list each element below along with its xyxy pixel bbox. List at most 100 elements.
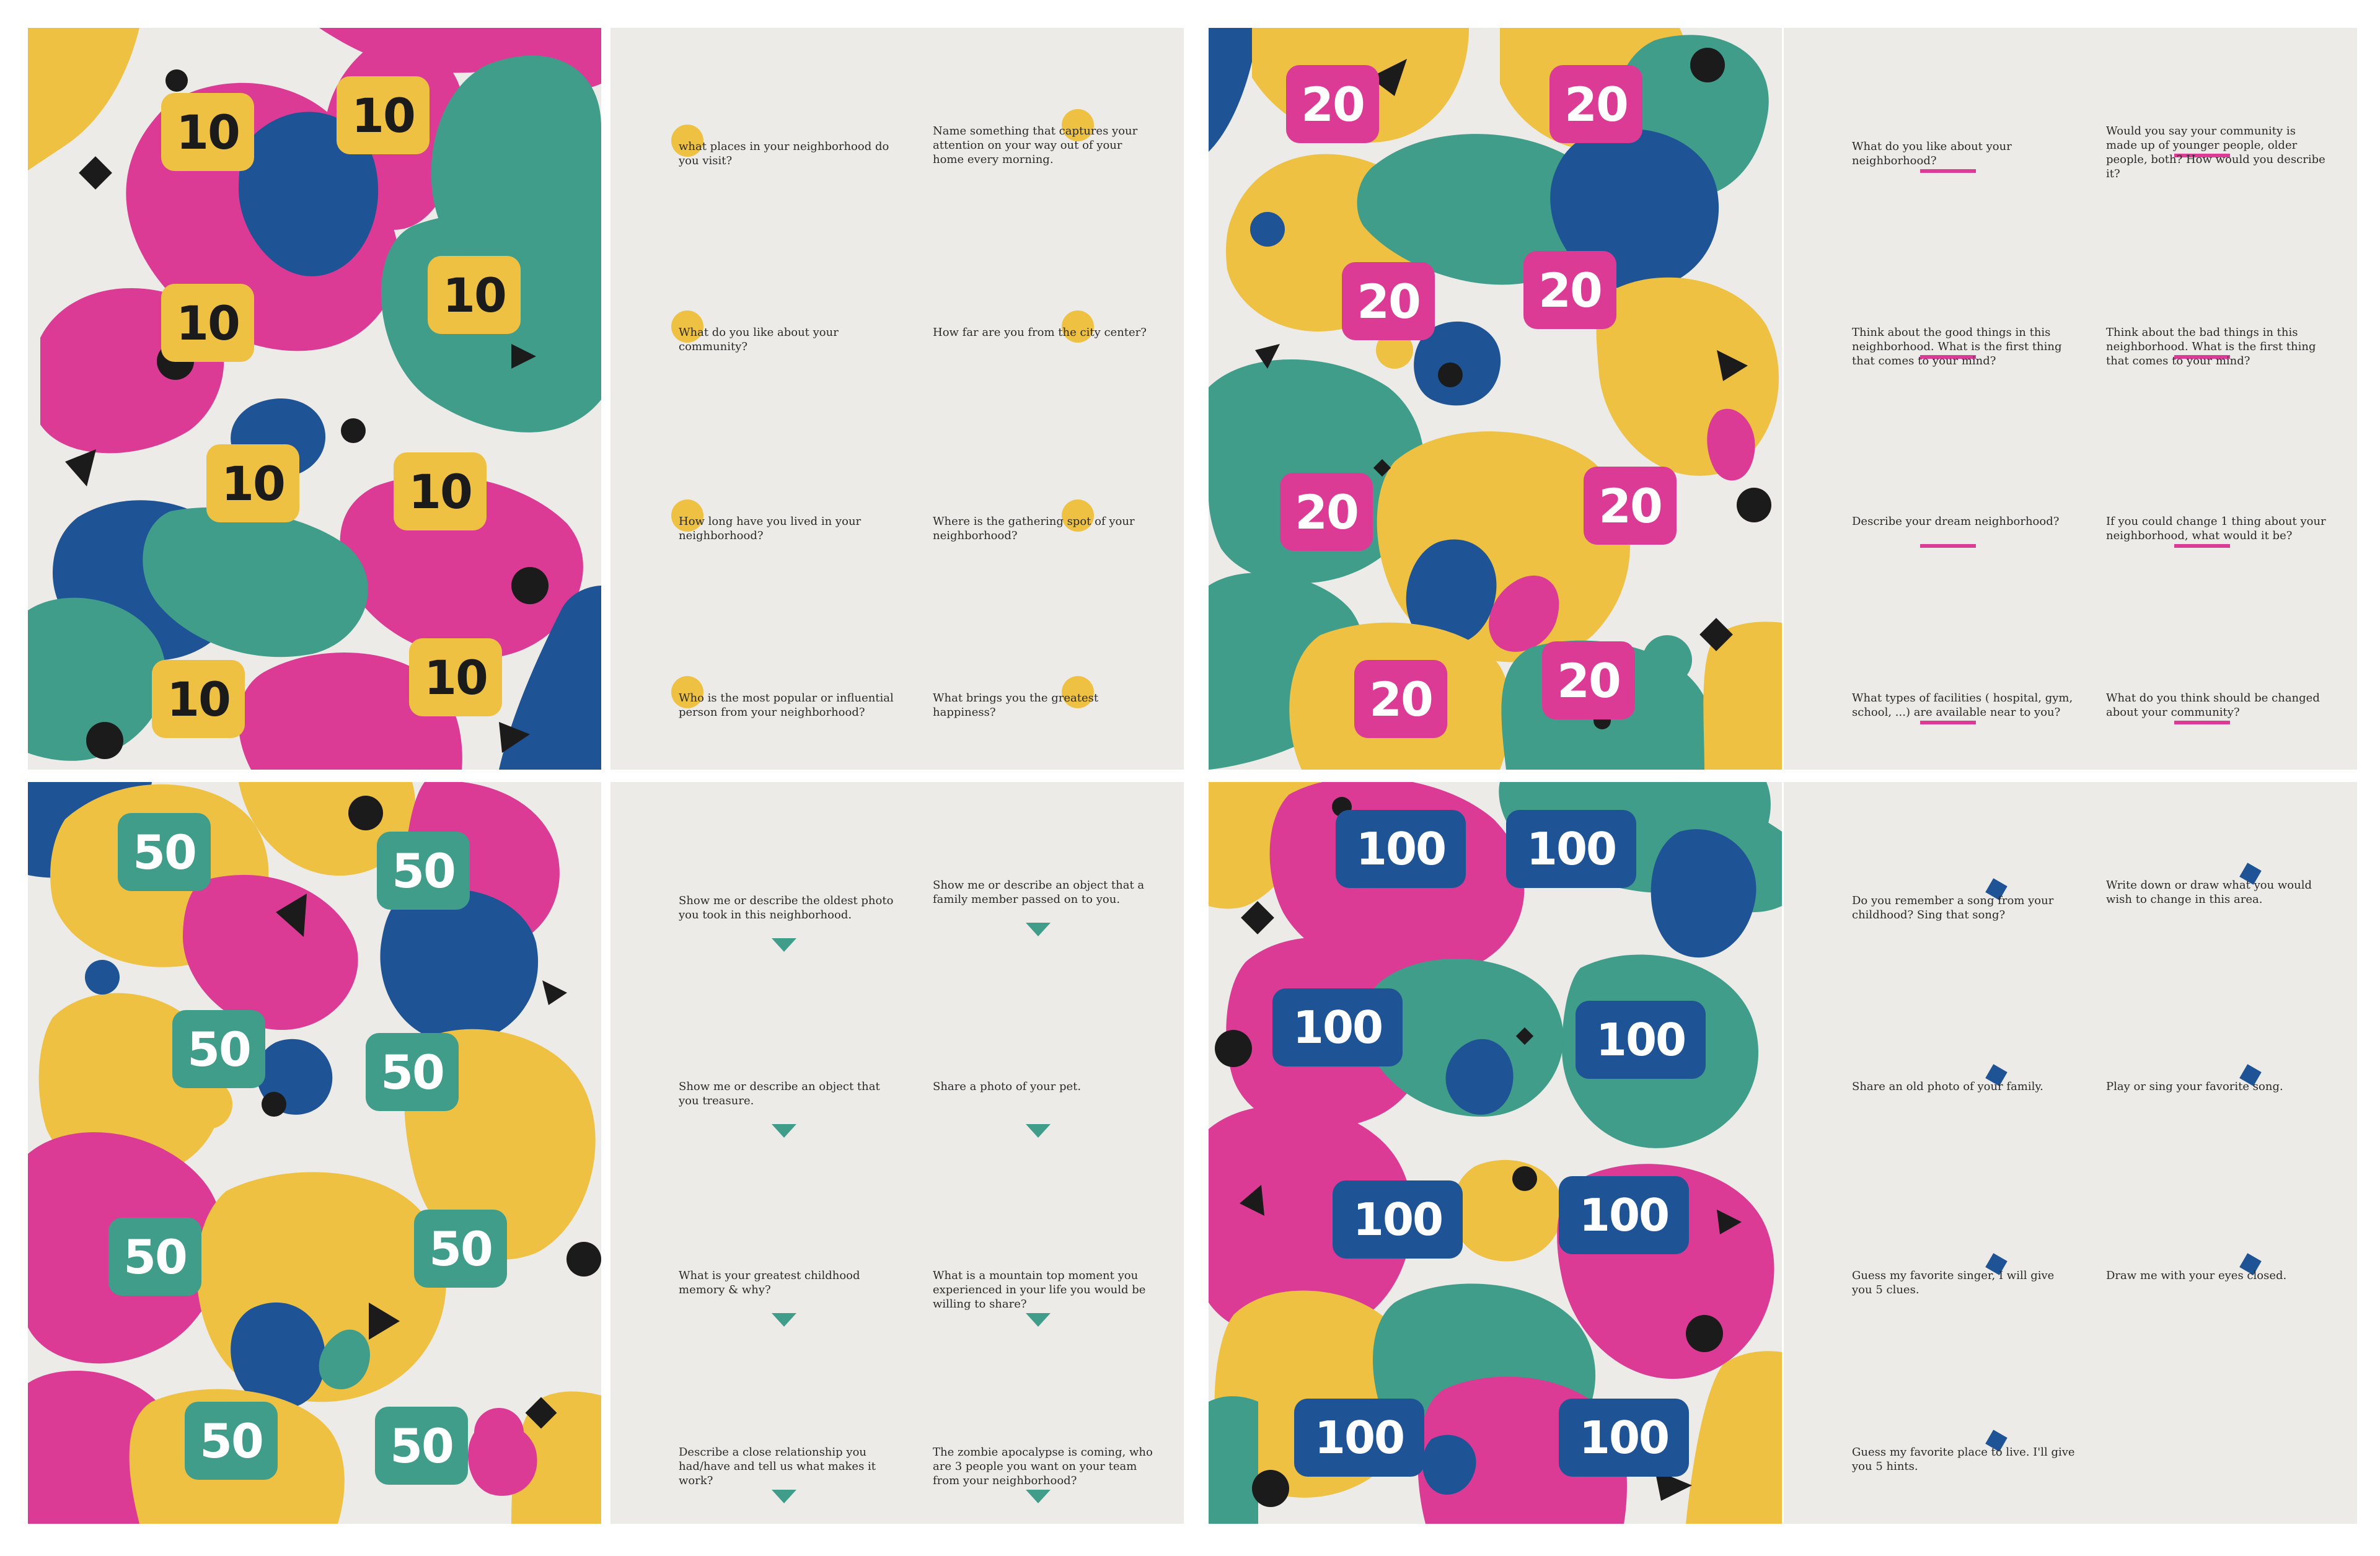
question-text: How long have you lived in your neighbor… — [679, 515, 862, 542]
question-text: What is your greatest childhood memory &… — [679, 1269, 860, 1296]
point-badge: 50 — [185, 1402, 278, 1480]
dash-marker — [1920, 721, 1976, 724]
question-text: Show me or describe the oldest photo you… — [679, 894, 894, 921]
dot-marker — [671, 310, 703, 343]
point-badge: 20 — [1342, 262, 1435, 340]
question-text: How far are you from the city center? — [933, 326, 1147, 339]
point-badge: 10 — [428, 256, 521, 334]
question-text: Think about the bad things in this neigh… — [2106, 326, 2316, 367]
question-text: Describe a close relationship you had/ha… — [679, 1446, 876, 1487]
question-text: What do you like about your neighborhood… — [1852, 140, 2012, 167]
card-front-10: 10 10 10 10 10 10 10 10 — [28, 28, 601, 770]
dash-marker — [1920, 355, 1976, 359]
point-badge: 50 — [366, 1033, 459, 1111]
question-text: Describe your dream neighborhood? — [1852, 515, 2060, 528]
point-badge: 20 — [1584, 467, 1677, 545]
question-text: Would you say your community is made up … — [2106, 125, 2325, 180]
question-text: Share a photo of your pet. — [933, 1080, 1082, 1093]
blob-pattern — [28, 28, 601, 770]
triangle-marker — [772, 1490, 796, 1503]
question-text: Show me or describe an object that a fam… — [933, 879, 1145, 906]
point-badge: 100 — [1333, 1180, 1463, 1259]
dot-marker — [671, 125, 703, 157]
point-badge: 50 — [118, 813, 211, 891]
point-badge: 50 — [375, 1407, 468, 1485]
point-badge: 50 — [108, 1218, 201, 1296]
point-badge: 10 — [206, 444, 299, 522]
triangle-marker — [1026, 923, 1051, 936]
card-back-10: what places in your neighborhood do you … — [610, 28, 1184, 770]
dot-marker — [671, 676, 703, 708]
point-badge: 50 — [172, 1010, 265, 1088]
point-badge: 50 — [377, 832, 470, 910]
question-grid-100: Do you remember a song from your childho… — [1784, 782, 2357, 1524]
point-badge: 100 — [1294, 1399, 1424, 1477]
question-text: Where is the gathering spot of your neig… — [933, 515, 1135, 542]
point-badge: 100 — [1559, 1176, 1689, 1254]
question-text: Guess my favorite place to live. I'll gi… — [1852, 1446, 2075, 1473]
dash-marker — [2174, 544, 2230, 548]
point-badge: 20 — [1354, 660, 1447, 738]
question-grid-10: what places in your neighborhood do you … — [610, 28, 1184, 770]
question-text: what places in your neighborhood do you … — [679, 140, 889, 167]
dot-marker — [1062, 676, 1094, 708]
point-badge: 10 — [409, 638, 502, 716]
point-badge: 100 — [1272, 988, 1403, 1066]
triangle-marker — [772, 1124, 796, 1138]
question-text: Name something that captures your attent… — [933, 125, 1138, 166]
question-grid-20: What do you like about your neighborhood… — [1784, 28, 2357, 770]
point-badge: 10 — [394, 452, 487, 530]
question-grid-50: Show me or describe the oldest photo you… — [610, 782, 1184, 1524]
point-badge: 20 — [1523, 251, 1616, 329]
point-badge: 20 — [1542, 641, 1635, 719]
point-badge: 50 — [414, 1210, 507, 1288]
question-text: If you could change 1 thing about your n… — [2106, 515, 2326, 542]
card-front-20: 20 20 20 20 20 20 20 20 — [1209, 28, 1782, 770]
triangle-marker — [772, 938, 796, 952]
triangle-marker — [1026, 1124, 1051, 1138]
question-text: What types of facilities ( hospital, gym… — [1852, 692, 2073, 719]
question-text: What brings you the greatest happiness? — [933, 692, 1099, 719]
card-back-50: Show me or describe the oldest photo you… — [610, 782, 1184, 1524]
question-text: What is a mountain top moment you experi… — [933, 1269, 1146, 1311]
point-badge: 20 — [1280, 473, 1373, 551]
dash-marker — [1920, 169, 1976, 173]
dash-marker — [2174, 355, 2230, 359]
question-text: Guess my favorite singer, I will give yo… — [1852, 1269, 2055, 1296]
card-back-100: Do you remember a song from your childho… — [1784, 782, 2357, 1524]
triangle-marker — [772, 1313, 796, 1327]
question-text: The zombie apocalypse is coming, who are… — [933, 1446, 1153, 1487]
question-text: Who is the most popular or influential p… — [679, 692, 894, 719]
point-badge: 20 — [1549, 65, 1642, 143]
triangle-marker — [1026, 1313, 1051, 1327]
question-text: Draw me with your eyes closed. — [2106, 1269, 2287, 1282]
question-text: Write down or draw what you would wish t… — [2106, 879, 2312, 906]
point-badge: 100 — [1576, 1001, 1706, 1079]
point-badge: 20 — [1286, 65, 1379, 143]
point-badge: 100 — [1336, 810, 1466, 888]
question-text: Do you remember a song from your childho… — [1852, 894, 2054, 921]
card-back-20: What do you like about your neighborhood… — [1784, 28, 2357, 770]
card-front-50: 50 50 50 50 50 50 50 50 — [28, 782, 601, 1524]
dot-marker — [1062, 499, 1094, 532]
dot-marker — [1062, 109, 1094, 141]
blob-pattern — [28, 782, 601, 1524]
question-text: Share an old photo of your family. — [1852, 1080, 2043, 1093]
point-badge: 10 — [152, 660, 245, 738]
point-badge: 10 — [161, 93, 254, 171]
card-front-100: 100 100 100 100 100 100 100 100 — [1209, 782, 1782, 1524]
dot-marker — [1062, 310, 1094, 343]
dot-marker — [671, 499, 703, 532]
question-text: What do you think should be changed abou… — [2106, 692, 2320, 719]
point-badge: 10 — [337, 76, 430, 154]
question-text: Think about the good things in this neig… — [1852, 326, 2062, 367]
dash-marker — [1920, 544, 1976, 548]
point-badge: 10 — [161, 284, 254, 362]
triangle-marker — [1026, 1490, 1051, 1503]
question-text: Play or sing your favorite song. — [2106, 1080, 2283, 1093]
question-text: Show me or describe an object that you t… — [679, 1080, 880, 1107]
dash-marker — [2174, 154, 2230, 157]
point-badge: 100 — [1506, 810, 1636, 888]
dash-marker — [2174, 721, 2230, 724]
question-text: What do you like about your community? — [679, 326, 839, 353]
